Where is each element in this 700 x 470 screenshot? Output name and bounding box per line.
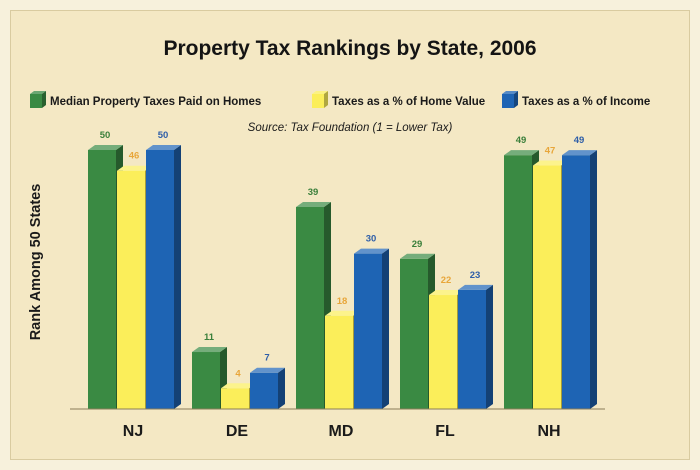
legend-label: Taxes as a % of Home Value xyxy=(332,96,485,108)
bar-front xyxy=(562,155,590,409)
bar xyxy=(325,310,360,409)
value-label: 49 xyxy=(574,135,585,146)
value-label: 30 xyxy=(366,234,377,245)
bar-front xyxy=(146,150,174,409)
bar-side xyxy=(486,284,493,409)
legend-label: Median Property Taxes Paid on Homes xyxy=(50,96,261,108)
bar-side xyxy=(382,248,389,409)
value-label: 50 xyxy=(100,130,111,141)
bar-front xyxy=(458,289,486,409)
value-label: 29 xyxy=(412,239,423,250)
legend-swatch xyxy=(502,94,514,108)
bar-front xyxy=(88,150,116,409)
bar xyxy=(146,145,181,409)
bar-top xyxy=(458,284,493,290)
bar-top xyxy=(117,165,152,171)
value-label: 23 xyxy=(470,270,481,281)
bar xyxy=(192,347,227,409)
value-label: 4 xyxy=(235,368,241,379)
value-label: 18 xyxy=(337,296,348,307)
category-label: MD xyxy=(329,423,354,440)
bar-front xyxy=(221,388,249,409)
value-label: 46 xyxy=(129,151,140,162)
category-label: FL xyxy=(435,423,455,440)
bar-top xyxy=(325,310,360,316)
value-label: 49 xyxy=(516,135,527,146)
bar-side xyxy=(590,150,597,409)
bar-front xyxy=(192,352,220,409)
legend-swatch-side xyxy=(514,91,518,108)
value-label: 50 xyxy=(158,130,169,141)
bar-top xyxy=(562,150,597,156)
bar-front xyxy=(504,155,532,409)
value-label: 22 xyxy=(441,275,452,286)
bar xyxy=(458,284,493,409)
bar-top xyxy=(192,347,227,353)
bar-front xyxy=(533,165,561,409)
bar xyxy=(354,248,389,409)
bar-front xyxy=(325,315,353,409)
value-label: 7 xyxy=(264,353,269,364)
bar-front xyxy=(429,295,457,409)
legend-swatch-top xyxy=(30,91,46,94)
bar-top xyxy=(296,201,331,207)
bar-side xyxy=(174,145,181,409)
bars-group xyxy=(88,145,597,409)
legend-swatch-top xyxy=(312,91,328,94)
category-label: NJ xyxy=(123,423,143,440)
bar-top xyxy=(504,150,539,156)
bar-front xyxy=(400,258,428,409)
bar xyxy=(562,150,597,409)
bar-top xyxy=(88,145,123,150)
bar-side xyxy=(278,367,285,409)
bar-front xyxy=(117,170,145,409)
bar-top xyxy=(533,160,568,166)
y-axis-label: Rank Among 50 States xyxy=(28,184,44,341)
bar-top xyxy=(146,145,181,150)
value-label: 39 xyxy=(308,187,319,198)
chart-source: Source: Tax Foundation (1 = Lower Tax) xyxy=(248,122,453,134)
legend-swatch xyxy=(30,94,42,108)
bar-top xyxy=(221,383,256,389)
legend-label: Taxes as a % of Income xyxy=(522,96,650,108)
category-labels: NJ DE MD FL NH xyxy=(123,423,561,440)
legend: Median Property Taxes Paid on Homes Taxes… xyxy=(30,91,650,108)
bar-top xyxy=(250,367,285,373)
bar-front xyxy=(250,372,278,409)
bar xyxy=(250,367,285,409)
bar-front xyxy=(296,206,324,409)
value-label: 11 xyxy=(204,332,215,343)
bar-top xyxy=(429,290,464,296)
legend-swatch-side xyxy=(42,91,46,108)
chart-title: Property Tax Rankings by State, 2006 xyxy=(163,37,536,60)
bar-front xyxy=(354,253,382,409)
legend-swatch xyxy=(312,94,324,108)
category-label: DE xyxy=(226,423,249,440)
legend-swatch-top xyxy=(502,91,518,94)
category-label: NH xyxy=(537,423,560,440)
value-label: 47 xyxy=(545,146,556,157)
legend-swatch-side xyxy=(324,91,328,108)
bar-top xyxy=(400,253,435,259)
bar-top xyxy=(354,248,389,254)
